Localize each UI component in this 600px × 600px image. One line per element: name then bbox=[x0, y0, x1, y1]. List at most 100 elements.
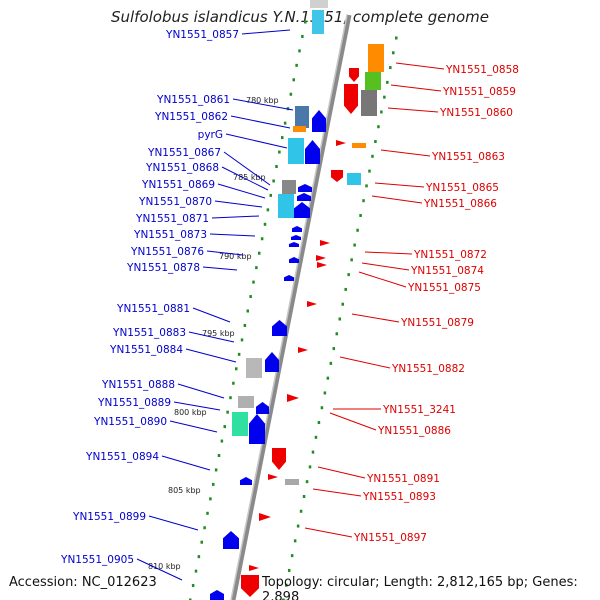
tick-mark bbox=[326, 376, 330, 380]
gene-label-right[interactable]: YN1551_0879 bbox=[400, 317, 474, 329]
gene-label-left[interactable]: YN1551_0871 bbox=[135, 213, 209, 225]
label-leader-line bbox=[221, 166, 269, 191]
gene-feature[interactable] bbox=[307, 301, 317, 307]
gene-label-left[interactable]: YN1551_0890 bbox=[93, 416, 167, 428]
gene-feature[interactable] bbox=[241, 575, 259, 597]
gene-label-left[interactable]: YN1551_0899 bbox=[72, 511, 146, 523]
label-leader-line bbox=[317, 466, 366, 479]
gene-label-right[interactable]: YN1551_0863 bbox=[431, 151, 505, 163]
gene-label-left[interactable]: pyrG bbox=[198, 129, 223, 141]
gene-feature[interactable] bbox=[310, 0, 328, 8]
gene-feature[interactable] bbox=[289, 257, 299, 263]
label-leader-line bbox=[211, 215, 260, 219]
gene-feature[interactable] bbox=[331, 170, 343, 182]
gene-feature[interactable] bbox=[284, 275, 294, 281]
gene-feature[interactable] bbox=[265, 352, 279, 372]
gene-label-left[interactable]: YN1551_0884 bbox=[109, 344, 183, 356]
gene-feature[interactable] bbox=[305, 140, 320, 164]
gene-feature[interactable] bbox=[232, 412, 248, 436]
gene-feature[interactable] bbox=[297, 193, 311, 201]
gene-label-right[interactable]: YN1551_0875 bbox=[407, 282, 481, 294]
gene-feature[interactable] bbox=[272, 448, 286, 470]
kbp-label: 805 kbp bbox=[168, 486, 201, 495]
gene-feature[interactable] bbox=[365, 72, 381, 90]
gene-feature[interactable] bbox=[268, 474, 278, 480]
gene-feature[interactable] bbox=[320, 240, 330, 246]
gene-label-left[interactable]: YN1551_0873 bbox=[133, 229, 207, 241]
gene-label-left[interactable]: YN1551_0867 bbox=[147, 147, 221, 159]
gene-label-right[interactable]: YN1551_0893 bbox=[362, 491, 436, 503]
tick-mark bbox=[226, 410, 229, 414]
gene-feature[interactable] bbox=[278, 194, 294, 218]
gene-feature[interactable] bbox=[352, 143, 366, 148]
gene-label-left[interactable]: YN1551_0869 bbox=[141, 179, 215, 191]
gene-feature[interactable] bbox=[294, 202, 310, 218]
gene-feature[interactable] bbox=[293, 126, 306, 132]
gene-feature[interactable] bbox=[349, 68, 359, 82]
gene-label-left[interactable]: YN1551_0894 bbox=[85, 451, 159, 463]
gene-feature[interactable] bbox=[291, 235, 301, 240]
gene-feature[interactable] bbox=[282, 180, 296, 194]
gene-label-right[interactable]: YN1551_0882 bbox=[391, 363, 465, 375]
tick-mark bbox=[347, 273, 350, 277]
gene-feature[interactable] bbox=[347, 173, 361, 185]
gene-feature[interactable] bbox=[288, 138, 304, 164]
gene-feature[interactable] bbox=[316, 255, 326, 261]
gene-label-left[interactable]: YN1551_0883 bbox=[112, 327, 186, 339]
tick-mark bbox=[308, 465, 312, 469]
gene-feature[interactable] bbox=[361, 90, 377, 116]
gene-label-right[interactable]: YN1551_3241 bbox=[382, 404, 456, 416]
tick-mark bbox=[341, 302, 344, 306]
gene-label-right[interactable]: YN1551_0886 bbox=[377, 425, 451, 437]
gene-label-right[interactable]: YN1551_0891 bbox=[366, 473, 440, 485]
gene-label-left[interactable]: YN1551_0878 bbox=[126, 262, 200, 274]
gene-label-left[interactable]: YN1551_0870 bbox=[138, 196, 212, 208]
gene-feature[interactable] bbox=[298, 347, 308, 353]
gene-label-left[interactable]: YN1551_0862 bbox=[154, 111, 228, 123]
gene-label-left[interactable]: YN1551_0889 bbox=[97, 397, 171, 409]
gene-feature[interactable] bbox=[312, 10, 324, 34]
gene-feature[interactable] bbox=[249, 565, 259, 571]
tick-mark bbox=[380, 110, 383, 114]
gene-feature[interactable] bbox=[298, 184, 312, 192]
gene-feature[interactable] bbox=[240, 477, 252, 485]
gene-label-right[interactable]: YN1551_0866 bbox=[423, 198, 497, 210]
gene-label-left[interactable]: YN1551_0876 bbox=[130, 246, 204, 258]
gene-label-right[interactable]: YN1551_0874 bbox=[410, 265, 484, 277]
gene-feature[interactable] bbox=[259, 513, 271, 521]
gene-feature[interactable] bbox=[287, 394, 299, 402]
gene-label-left[interactable]: YN1551_0868 bbox=[145, 162, 219, 174]
gene-label-left[interactable]: YN1551_0881 bbox=[116, 303, 190, 315]
gene-label-right[interactable]: YN1551_0872 bbox=[413, 249, 487, 261]
gene-label-right[interactable]: YN1551_0860 bbox=[439, 107, 513, 119]
gene-label-right[interactable]: YN1551_0858 bbox=[445, 64, 519, 76]
tick-mark bbox=[356, 228, 359, 232]
gene-feature[interactable] bbox=[295, 106, 309, 128]
gene-feature[interactable] bbox=[344, 84, 358, 114]
gene-feature[interactable] bbox=[285, 479, 299, 485]
gene-feature[interactable] bbox=[312, 110, 326, 132]
gene-label-left[interactable]: YN1551_0861 bbox=[156, 94, 230, 106]
label-leader-line bbox=[148, 515, 199, 531]
gene-feature[interactable] bbox=[238, 396, 254, 408]
gene-label-left[interactable]: YN1551_0888 bbox=[101, 379, 175, 391]
gene-feature[interactable] bbox=[317, 262, 327, 268]
tick-mark bbox=[353, 243, 356, 247]
gene-feature[interactable] bbox=[223, 531, 239, 549]
gene-label-right[interactable]: YN1551_0865 bbox=[425, 182, 499, 194]
gene-feature[interactable] bbox=[210, 590, 224, 600]
gene-feature[interactable] bbox=[292, 226, 302, 232]
gene-label-right[interactable]: YN1551_0859 bbox=[442, 86, 516, 98]
gene-feature[interactable] bbox=[246, 358, 262, 378]
tick-mark bbox=[240, 338, 244, 342]
gene-label-left[interactable]: YN1551_0857 bbox=[165, 29, 239, 41]
gene-feature[interactable] bbox=[336, 140, 346, 146]
gene-feature[interactable] bbox=[289, 242, 299, 247]
gene-label-left[interactable]: YN1551_0905 bbox=[60, 554, 134, 566]
gene-feature[interactable] bbox=[368, 44, 384, 72]
gene-feature[interactable] bbox=[249, 414, 265, 444]
gene-label-right[interactable]: YN1551_0897 bbox=[353, 532, 427, 544]
tick-mark bbox=[302, 494, 306, 498]
gene-feature[interactable] bbox=[272, 320, 287, 336]
gene-feature[interactable] bbox=[256, 402, 269, 414]
